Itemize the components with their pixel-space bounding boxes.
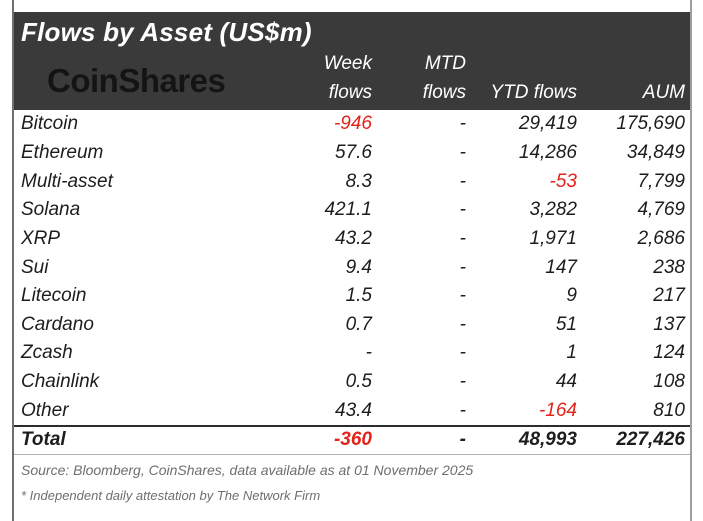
mtd-flows-cell: -: [459, 371, 466, 393]
ytd-flows-cell: 51: [555, 313, 577, 335]
total-aum-cell: 227,426: [616, 429, 685, 451]
asset-name-cell: Chainlink: [21, 371, 100, 393]
week-flows-cell: 43.2: [335, 227, 372, 249]
ytd-flows-cell: 1: [566, 342, 577, 364]
source-note: Source: Bloomberg, CoinShares, data avai…: [21, 461, 474, 478]
mtd-flows-cell: -: [459, 113, 466, 135]
column-header-line: flows: [422, 82, 466, 103]
column-header-row: CoinShares Week flows MTD flows YTD flow…: [14, 48, 690, 110]
ytd-flows-cell: 147: [545, 256, 577, 278]
week-flows-cell: -946: [333, 113, 372, 135]
week-flows-cell: 8.3: [345, 170, 372, 192]
mtd-flows-cell: -: [459, 313, 466, 335]
ytd-flows-cell: 1,971: [529, 227, 577, 249]
asset-name-cell: Cardano: [21, 313, 94, 335]
column-header-aum: AUM: [577, 78, 690, 110]
table-row-zcash: Zcash - - 1 124: [14, 339, 690, 368]
ytd-flows-cell: 14,286: [518, 141, 577, 163]
table-row-sui: Sui 9.4 - 147 238: [14, 253, 690, 282]
coinshares-logo: CoinShares: [47, 62, 226, 99]
attestation-note: * Independent daily attestation by The N…: [21, 487, 321, 503]
asset-name-cell: Bitcoin: [21, 113, 79, 135]
table-row-total: Total -360 - 48,993 227,426: [14, 425, 690, 454]
aum-cell: 7,799: [637, 170, 685, 192]
ytd-flows-cell: -164: [538, 399, 577, 421]
table-body: Bitcoin -946 - 29,419 175,690 Ethereum 5…: [14, 110, 690, 425]
table-row-other: Other 43.4 - -164 810: [14, 396, 690, 425]
column-header-week-flows: Week flows: [272, 49, 372, 110]
table-row-bitcoin: Bitcoin -946 - 29,419 175,690: [14, 110, 690, 139]
aum-cell: 2,686: [637, 227, 685, 249]
mtd-flows-cell: -: [459, 141, 466, 163]
table-row-ethereum: Ethereum 57.6 - 14,286 34,849: [14, 139, 690, 168]
ytd-flows-cell: 9: [566, 285, 577, 307]
mtd-flows-cell: -: [459, 227, 466, 249]
asset-name-cell: Litecoin: [21, 285, 87, 307]
asset-name-cell: Sui: [21, 256, 49, 278]
mtd-flows-cell: -: [459, 256, 466, 278]
week-flows-cell: 0.5: [345, 371, 372, 393]
mtd-flows-cell: -: [459, 170, 466, 192]
column-header-line: flows: [328, 82, 372, 103]
ytd-flows-cell: -53: [549, 170, 577, 192]
ytd-flows-cell: 29,419: [518, 113, 577, 135]
mtd-flows-cell: -: [459, 285, 466, 307]
table-row-litecoin: Litecoin 1.5 - 9 217: [14, 282, 690, 311]
column-header-line: MTD: [424, 53, 466, 74]
total-ytd-flows-cell: 48,993: [518, 429, 577, 451]
asset-name-cell: Multi-asset: [21, 170, 113, 192]
aum-cell: 175,690: [616, 113, 685, 135]
total-week-flows-cell: -360: [333, 429, 372, 451]
logo-cell: CoinShares: [14, 52, 272, 110]
mtd-flows-cell: -: [459, 399, 466, 421]
mtd-flows-cell: -: [459, 342, 466, 364]
week-flows-cell: 421.1: [324, 199, 372, 221]
week-flows-cell: 43.4: [335, 399, 372, 421]
week-flows-cell: 57.6: [335, 141, 372, 163]
asset-name-cell: Solana: [21, 199, 81, 221]
ytd-flows-cell: 44: [555, 371, 577, 393]
table-title: Flows by Asset (US$m): [21, 17, 312, 47]
aum-cell: 810: [653, 399, 685, 421]
table-row-cardano: Cardano 0.7 - 51 137: [14, 310, 690, 339]
total-divider-line: [14, 453, 690, 455]
table-header: Flows by Asset (US$m) CoinShares Week fl…: [14, 12, 690, 110]
total-label: Total: [21, 429, 66, 451]
aum-cell: 217: [653, 285, 685, 307]
ytd-flows-cell: 3,282: [529, 199, 577, 221]
table-row-solana: Solana 421.1 - 3,282 4,769: [14, 196, 690, 225]
asset-name-cell: Zcash: [21, 342, 73, 364]
flows-table-frame: Flows by Asset (US$m) CoinShares Week fl…: [12, 0, 692, 521]
aum-cell: 4,769: [637, 199, 685, 221]
column-header-ytd-flows: YTD flows: [466, 78, 577, 110]
aum-cell: 34,849: [626, 141, 685, 163]
week-flows-cell: 1.5: [345, 285, 372, 307]
week-flows-cell: 9.4: [345, 256, 372, 278]
column-header-line: YTD flows: [490, 82, 577, 103]
column-header-line: AUM: [642, 82, 685, 103]
asset-name-cell: Other: [21, 399, 69, 421]
aum-cell: 124: [653, 342, 685, 364]
week-flows-cell: -: [365, 342, 372, 364]
asset-name-cell: XRP: [21, 227, 61, 249]
aum-cell: 108: [653, 371, 685, 393]
table-row-multi-asset: Multi-asset 8.3 - -53 7,799: [14, 167, 690, 196]
column-header-line: Week: [323, 53, 372, 74]
column-header-mtd-flows: MTD flows: [372, 49, 466, 110]
week-flows-cell: 0.7: [345, 313, 372, 335]
table-row-chainlink: Chainlink 0.5 - 44 108: [14, 368, 690, 397]
aum-cell: 238: [653, 256, 685, 278]
asset-name-cell: Ethereum: [21, 141, 104, 163]
mtd-flows-cell: -: [459, 199, 466, 221]
aum-cell: 137: [653, 313, 685, 335]
total-mtd-flows-cell: -: [459, 429, 466, 451]
table-row-xrp: XRP 43.2 - 1,971 2,686: [14, 225, 690, 254]
